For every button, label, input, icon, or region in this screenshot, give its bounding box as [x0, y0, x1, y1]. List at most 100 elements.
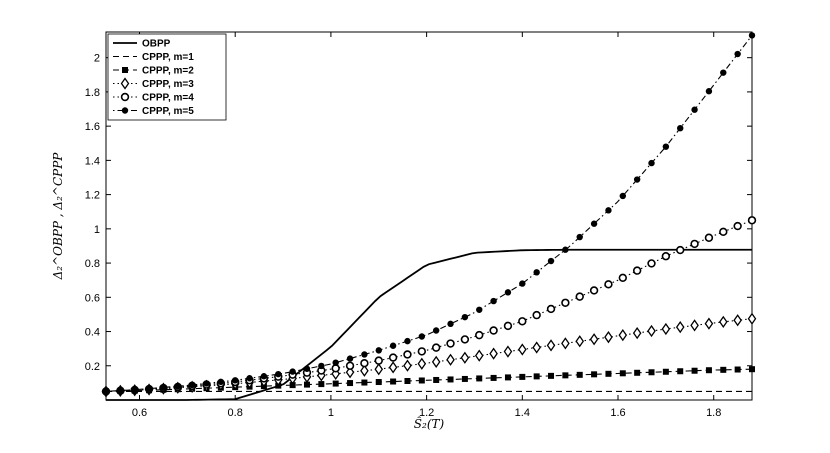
data-point [476, 375, 483, 382]
data-point [719, 227, 728, 237]
data-point [403, 359, 412, 372]
data-point [431, 343, 441, 352]
data-point [504, 289, 512, 296]
y-tick-label: 0.8 [85, 258, 100, 270]
data-point [546, 339, 556, 352]
x-tick-label: 0.6 [132, 407, 147, 419]
data-point [275, 370, 282, 378]
data-point [546, 304, 556, 314]
x-tick-label: 0.8 [228, 407, 243, 419]
data-point [390, 378, 397, 385]
data-point [661, 322, 671, 336]
data-point [691, 106, 698, 113]
data-point [303, 365, 311, 372]
data-point [417, 347, 427, 356]
data-point [632, 326, 642, 340]
data-point [562, 246, 569, 253]
data-point [733, 314, 742, 327]
data-point [705, 88, 713, 95]
data-point [575, 292, 584, 301]
data-point [619, 192, 626, 200]
data-point [519, 373, 526, 380]
y-tick-label: 1.4 [85, 155, 100, 167]
data-point [734, 50, 741, 58]
y-tick-label: 2 [94, 53, 100, 65]
data-point [748, 32, 756, 39]
data-point [561, 337, 570, 350]
data-point [676, 245, 685, 255]
data-point [589, 286, 599, 295]
data-point [503, 321, 513, 331]
x-tick-label: 1.2 [419, 407, 434, 419]
data-point [160, 384, 167, 391]
data-point [318, 381, 325, 388]
data-point [332, 380, 339, 387]
data-point [647, 259, 656, 268]
series-line [105, 318, 753, 392]
data-point [504, 374, 511, 381]
x-tick-label: 1 [328, 407, 334, 419]
legend-marker [120, 77, 130, 90]
data-point [203, 380, 210, 387]
data-point [388, 361, 398, 374]
data-point [460, 351, 470, 364]
data-point [460, 335, 470, 344]
data-point [431, 355, 441, 368]
data-point [232, 377, 239, 384]
data-point [318, 362, 325, 370]
legend-entry: CPPP, m=2 [113, 66, 194, 77]
data-point [604, 280, 613, 289]
data-point [662, 143, 670, 150]
data-point [446, 353, 455, 366]
data-point [388, 353, 398, 362]
data-point [518, 343, 527, 356]
data-point [591, 371, 598, 378]
data-point [532, 341, 541, 354]
data-point [675, 321, 685, 334]
data-point [331, 364, 340, 373]
data-point [345, 361, 355, 370]
legend-label: CPPP, m=1 [142, 52, 194, 63]
x-tick-label: 1.4 [515, 407, 530, 419]
data-point [461, 375, 468, 382]
legend-label: CPPP, m=5 [142, 106, 194, 117]
series-line [105, 368, 753, 392]
data-point [303, 381, 310, 388]
data-point [720, 366, 727, 373]
data-point [260, 373, 268, 380]
data-point [374, 363, 384, 376]
data-point [360, 359, 369, 368]
x-tick-label: 1.8 [706, 407, 721, 419]
data-point [332, 359, 339, 366]
data-point [720, 69, 727, 76]
data-point [418, 377, 425, 384]
data-point [576, 371, 583, 378]
data-point [662, 368, 669, 375]
data-point [289, 368, 296, 375]
data-point [576, 233, 583, 241]
data-point [347, 380, 354, 387]
data-point [733, 221, 742, 231]
legend-box [107, 33, 227, 121]
data-point [747, 312, 757, 325]
data-point [605, 370, 612, 377]
data-point [604, 331, 613, 344]
data-point [618, 328, 628, 342]
legend: OBPP CPPP, m=1 CPPP, m=2 CPPP, m=3 CPPP, m=4… [107, 33, 227, 121]
data-point [417, 357, 427, 370]
data-point [246, 375, 253, 382]
data-point [533, 373, 540, 380]
legend-entry: CPPP, m=1 [113, 52, 194, 63]
data-point [605, 207, 612, 214]
data-point [447, 320, 454, 328]
data-point [432, 327, 440, 334]
data-point [647, 324, 656, 338]
y-tick-label: 0.2 [85, 361, 100, 373]
data-point [503, 345, 513, 358]
data-point [634, 369, 641, 376]
data-point [648, 159, 655, 167]
data-point [475, 330, 484, 340]
data-point [102, 388, 110, 395]
legend-entry: CPPP, m=3 [113, 77, 194, 90]
